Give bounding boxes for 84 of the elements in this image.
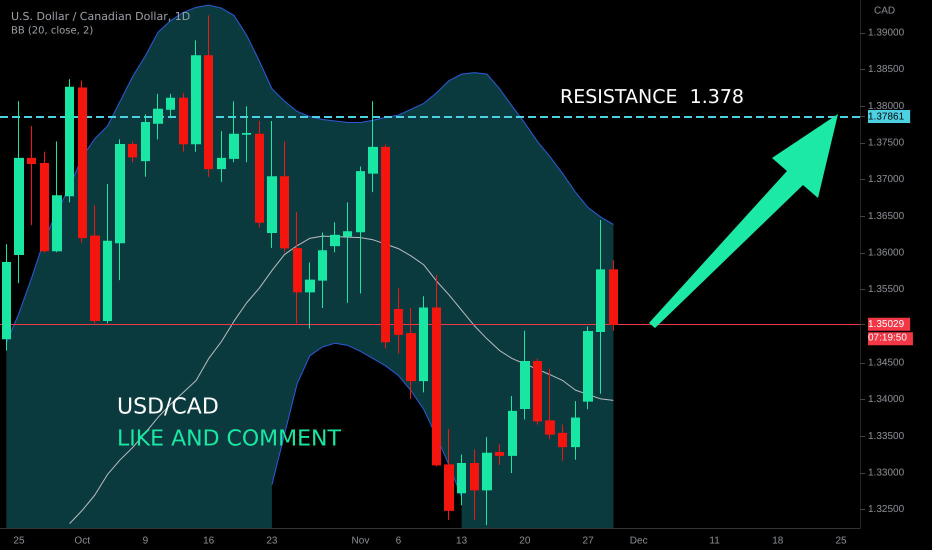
candlestick xyxy=(40,151,49,253)
x-tick-label: 11 xyxy=(709,536,720,546)
y-axis-title: CAD xyxy=(874,6,896,16)
candlestick xyxy=(457,454,466,506)
x-tick-label: 18 xyxy=(772,536,784,546)
candlestick xyxy=(368,100,378,193)
candlestick xyxy=(27,126,36,226)
y-tick-label: 1.38000 xyxy=(868,100,905,112)
candlestick xyxy=(280,141,289,253)
y-tick-label: 1.37000 xyxy=(868,174,905,186)
candlestick xyxy=(191,40,201,152)
candlestick xyxy=(166,93,175,119)
x-tick-label: 13 xyxy=(456,536,468,546)
y-tick-label: 1.34500 xyxy=(868,358,905,368)
candlestick xyxy=(596,220,605,394)
candlestick xyxy=(255,120,264,228)
candlestick xyxy=(293,211,302,324)
x-tick-label: 6 xyxy=(396,536,402,546)
x-tick-label: Oct xyxy=(74,536,90,546)
candlestick xyxy=(558,424,567,462)
candlestick xyxy=(103,184,112,324)
y-tick-label: 1.36500 xyxy=(868,210,905,222)
x-tick-label: Nov xyxy=(352,536,370,546)
x-tick-label: Dec xyxy=(630,536,648,546)
candlestick xyxy=(90,204,100,324)
text: BB (20, close, 2) xyxy=(11,26,94,36)
x-tick-label: 20 xyxy=(519,536,531,546)
candlestick xyxy=(394,288,403,354)
y-tick-label: 1.34000 xyxy=(868,394,905,406)
candlestick xyxy=(583,326,593,410)
candlestick xyxy=(482,436,492,526)
x-tick-label: 16 xyxy=(203,536,215,546)
candlestick xyxy=(78,80,87,244)
candlestick xyxy=(343,202,352,304)
candlestick xyxy=(229,100,239,163)
candlestick xyxy=(533,358,542,426)
x-tick-label: 9 xyxy=(142,536,149,546)
candlestick xyxy=(153,93,163,140)
candlestick xyxy=(65,78,74,203)
y-tick-label: 1.37500 xyxy=(868,138,905,148)
candlestick xyxy=(115,138,125,281)
y-tick-label: 1.33500 xyxy=(868,430,905,442)
candlestick xyxy=(330,222,340,253)
candlestick xyxy=(520,330,530,420)
candlestick xyxy=(267,120,277,248)
text: 07:19:50 xyxy=(868,332,908,344)
candlestick xyxy=(242,106,251,163)
y-tick-label: 1.32500 xyxy=(868,504,905,516)
y-tick-label: 1.33000 xyxy=(868,468,905,478)
candlestick xyxy=(545,368,555,440)
candlestick xyxy=(128,141,137,163)
text: U.S. Dollar / Canadian Dollar, 1D xyxy=(11,10,190,23)
candlestick xyxy=(432,274,441,467)
y-tick-label: 1.35029 xyxy=(868,319,905,330)
ref-line-label: RESISTANCE 1.378 xyxy=(560,86,744,108)
candlestick xyxy=(318,232,327,308)
line-series xyxy=(69,236,614,524)
candlestick xyxy=(356,166,365,294)
candlestick xyxy=(14,100,24,284)
candlestick xyxy=(179,92,188,152)
candlestick xyxy=(419,296,428,393)
candlestick xyxy=(204,14,213,178)
y-tick-label: 1.36000 xyxy=(868,248,905,258)
x-tick-label: 25 xyxy=(835,536,848,546)
y-tick-label: 1.37861 xyxy=(868,112,905,123)
candlestick xyxy=(2,244,11,352)
candlestick xyxy=(381,144,390,349)
candlestick xyxy=(495,444,504,466)
y-tick-label: 1.39000 xyxy=(868,28,905,38)
candlestick xyxy=(444,428,454,520)
candlestick xyxy=(141,114,150,178)
candlestick xyxy=(508,396,517,474)
candlestick xyxy=(52,141,62,253)
x-tick-label: 27 xyxy=(582,536,594,546)
candlestick xyxy=(609,260,618,332)
y-tick-label: 1.35500 xyxy=(868,284,905,296)
candlestick xyxy=(406,308,416,400)
candlestick xyxy=(470,449,479,520)
candlestick xyxy=(571,400,580,460)
x-tick-label: 25 xyxy=(13,536,25,546)
y-tick-label: 1.38500 xyxy=(868,64,905,76)
candlestick xyxy=(217,130,226,182)
x-tick-label: 23 xyxy=(266,536,278,546)
candlestick xyxy=(305,262,315,330)
